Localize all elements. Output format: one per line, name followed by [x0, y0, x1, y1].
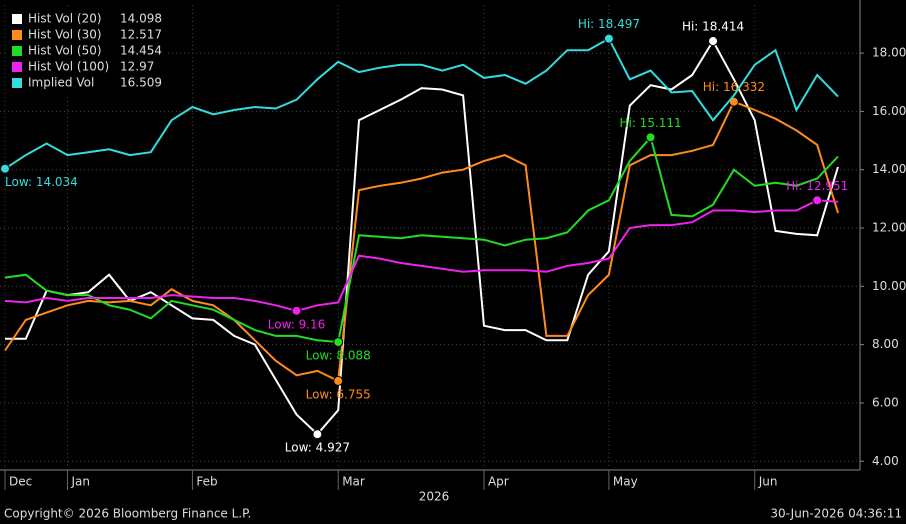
- series-line: [5, 39, 839, 436]
- legend-swatch: [12, 62, 22, 72]
- series-line: [4, 135, 839, 344]
- legend-name: Hist Vol (100): [28, 60, 109, 74]
- legend-box: [5, 7, 167, 95]
- y-tick-label: 16.00: [872, 104, 906, 118]
- x-tick-label: Apr: [488, 475, 509, 489]
- extreme-label: Hi: 15.111: [619, 116, 681, 130]
- extreme-label: Low: 14.034: [5, 175, 78, 189]
- extreme-label: Hi: 18.497: [578, 17, 640, 31]
- legend-swatch: [12, 46, 22, 56]
- legend-value: 16.509: [120, 76, 162, 90]
- y-tick-label: 12.00: [872, 221, 906, 235]
- x-tick-label: Jan: [70, 475, 90, 489]
- extreme-label: Hi: 12.951: [786, 179, 848, 193]
- legend-value: 12.517: [120, 28, 162, 42]
- extreme-marker: [603, 33, 614, 44]
- x-tick-label: Jun: [758, 475, 778, 489]
- x-tick-label: Dec: [9, 475, 32, 489]
- series-line: [4, 199, 839, 312]
- extreme-marker: [333, 375, 344, 386]
- y-tick-label: 18.00: [872, 46, 906, 60]
- extreme-label: Low: 6.755: [306, 387, 371, 401]
- legend-name: Hist Vol (20): [28, 12, 102, 26]
- legend-swatch: [12, 14, 22, 24]
- extreme-label: Low: 9.16: [268, 317, 326, 331]
- extreme-label: Low: 8.088: [306, 349, 371, 363]
- x-tick-label: May: [613, 475, 638, 489]
- y-tick-label: 10.00: [872, 279, 906, 293]
- legend-swatch: [12, 78, 22, 88]
- extreme-marker: [708, 36, 719, 47]
- series-line: [4, 37, 839, 170]
- y-tick-label: 4.00: [872, 454, 899, 468]
- legend-value: 14.454: [120, 44, 162, 58]
- copyright: Copyright© 2026 Bloomberg Finance L.P.: [4, 507, 251, 521]
- legend-value: 12.97: [120, 60, 154, 74]
- series-line: [4, 100, 839, 383]
- year-label: 2026: [419, 490, 450, 504]
- y-tick-label: 6.00: [872, 395, 899, 409]
- extreme-label: Hi: 16.332: [703, 80, 765, 94]
- y-tick-label: 8.00: [872, 337, 899, 351]
- extreme-marker: [645, 132, 656, 143]
- x-tick-label: Feb: [196, 475, 217, 489]
- extreme-marker: [812, 195, 823, 206]
- timestamp: 30-Jun-2026 04:36:11: [770, 507, 902, 521]
- legend-swatch: [12, 30, 22, 40]
- extreme-label: Low: 4.927: [285, 441, 350, 455]
- legend-name: Hist Vol (50): [28, 44, 102, 58]
- x-tick-label: Mar: [342, 475, 365, 489]
- extreme-marker: [312, 429, 323, 440]
- extreme-label: Hi: 18.414: [682, 20, 744, 34]
- legend-name: Hist Vol (30): [28, 28, 102, 42]
- y-tick-label: 14.00: [872, 162, 906, 176]
- extreme-marker: [291, 305, 302, 316]
- legend-name: Implied Vol: [28, 76, 94, 90]
- extreme-marker: [0, 163, 10, 174]
- legend-value: 14.098: [120, 12, 162, 26]
- extreme-marker: [333, 337, 344, 348]
